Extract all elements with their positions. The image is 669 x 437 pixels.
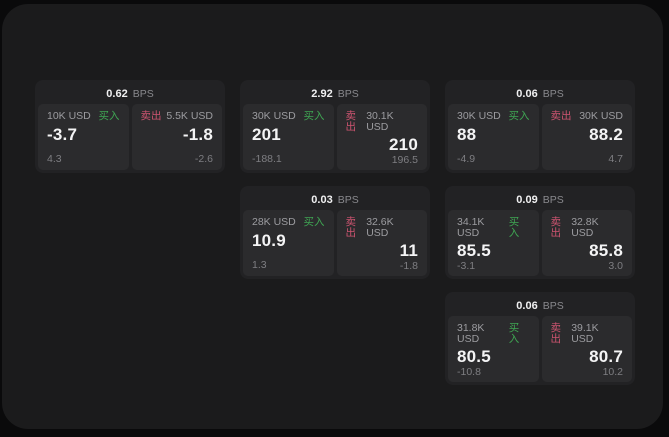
quote-grid: 0.62 BPS 10K USD 买入 -3.7 4.3 卖出 — [35, 80, 635, 385]
sell-delta: 3.0 — [608, 259, 623, 272]
bps-value: 0.09 — [516, 193, 538, 206]
sell-pane[interactable]: 卖出 30.1K USD 210 196.5 — [336, 104, 427, 170]
app-panel: 0.62 BPS 10K USD 买入 -3.7 4.3 卖出 — [2, 4, 663, 429]
buy-price: 201 — [252, 124, 281, 144]
card-body: 31.8K USD 买入 80.5 -10.8 卖出 39.1K USD 80.… — [448, 316, 632, 382]
sell-price: 85.8 — [589, 241, 623, 260]
buy-pane[interactable]: 30K USD 买入 88 -4.9 — [448, 104, 539, 170]
buy-pane[interactable]: 28K USD 买入 10.9 1.3 — [243, 210, 334, 276]
buy-label: 买入 — [303, 110, 325, 122]
buy-pane[interactable]: 34.1K USD 买入 85.5 -3.1 — [448, 210, 539, 276]
sell-label: 卖出 — [140, 110, 162, 122]
sell-pane[interactable]: 卖出 32.8K USD 85.8 3.0 — [541, 210, 632, 276]
card-header: 2.92 BPS — [243, 83, 427, 104]
sell-amount: 30.1K USD — [366, 110, 394, 133]
buy-label: 买入 — [303, 216, 325, 228]
buy-label: 买入 — [508, 322, 520, 345]
buy-label: 买入 — [98, 110, 120, 122]
buy-price: 88 — [457, 124, 477, 144]
buy-price: -3.7 — [47, 124, 78, 144]
sell-delta: 196.5 — [391, 153, 418, 166]
buy-amount: 30K USD — [252, 110, 296, 122]
card-header: 0.09 BPS — [448, 189, 632, 210]
sell-price: 88.2 — [589, 124, 623, 144]
buy-delta: -3.1 — [457, 259, 476, 272]
card-body: 34.1K USD 买入 85.5 -3.1 卖出 32.8K USD 85.8… — [448, 210, 632, 276]
bps-unit: BPS — [542, 87, 564, 100]
sell-price: 210 — [389, 135, 418, 154]
buy-label: 买入 — [508, 110, 530, 122]
buy-amount: 30K USD — [457, 110, 501, 122]
card-header: 0.62 BPS — [38, 83, 222, 104]
sell-delta: -1.8 — [399, 259, 418, 272]
bps-value: 2.92 — [311, 87, 333, 100]
quote-card: 0.06 BPS 31.8K USD 买入 80.5 -10.8 卖 — [445, 292, 635, 385]
sell-label: 卖出 — [345, 216, 357, 239]
buy-amount: 31.8K USD — [457, 322, 485, 345]
sell-amount: 32.8K USD — [571, 216, 599, 239]
bps-value: 0.06 — [516, 87, 538, 100]
buy-pane[interactable]: 31.8K USD 买入 80.5 -10.8 — [448, 316, 539, 382]
sell-price: 11 — [399, 241, 418, 260]
buy-delta: -10.8 — [457, 365, 481, 378]
card-header: 0.06 BPS — [448, 83, 632, 104]
sell-pane[interactable]: 卖出 39.1K USD 80.7 10.2 — [541, 316, 632, 382]
buy-delta: -188.1 — [252, 152, 282, 165]
bps-unit: BPS — [337, 193, 359, 206]
sell-amount: 5.5K USD — [166, 110, 213, 122]
bps-unit: BPS — [542, 299, 564, 312]
bps-value: 0.03 — [311, 193, 333, 206]
sell-delta: -2.6 — [194, 152, 213, 165]
sell-label: 卖出 — [345, 110, 357, 133]
sell-label: 卖出 — [550, 322, 562, 345]
quote-card: 0.09 BPS 34.1K USD 买入 85.5 -3.1 卖出 — [445, 186, 635, 279]
buy-amount: 34.1K USD — [457, 216, 485, 239]
sell-label: 卖出 — [550, 110, 572, 122]
sell-delta: 4.7 — [608, 152, 623, 165]
buy-label: 买入 — [508, 216, 520, 239]
buy-delta: -4.9 — [457, 152, 476, 165]
buy-pane[interactable]: 30K USD 买入 201 -188.1 — [243, 104, 334, 170]
card-body: 28K USD 买入 10.9 1.3 卖出 32.6K USD 11 -1.8 — [243, 210, 427, 276]
card-header: 0.06 BPS — [448, 295, 632, 316]
buy-pane[interactable]: 10K USD 买入 -3.7 4.3 — [38, 104, 129, 170]
quote-card: 0.62 BPS 10K USD 买入 -3.7 4.3 卖出 — [35, 80, 225, 173]
sell-pane[interactable]: 卖出 5.5K USD -1.8 -2.6 — [131, 104, 222, 170]
buy-delta: 4.3 — [47, 152, 62, 165]
card-body: 10K USD 买入 -3.7 4.3 卖出 5.5K USD -1.8 -2.… — [38, 104, 222, 170]
bps-unit: BPS — [542, 193, 564, 206]
buy-price: 85.5 — [457, 241, 491, 260]
bps-unit: BPS — [132, 87, 154, 100]
sell-pane[interactable]: 卖出 30K USD 88.2 4.7 — [541, 104, 632, 170]
buy-amount: 10K USD — [47, 110, 91, 122]
quote-card: 0.06 BPS 30K USD 买入 88 -4.9 卖出 — [445, 80, 635, 173]
buy-price: 80.5 — [457, 347, 491, 366]
buy-price: 10.9 — [252, 230, 286, 250]
bps-value: 0.06 — [516, 299, 538, 312]
sell-amount: 39.1K USD — [571, 322, 599, 345]
quote-card: 2.92 BPS 30K USD 买入 201 -188.1 卖出 — [240, 80, 430, 173]
sell-label: 卖出 — [550, 216, 562, 239]
sell-amount: 32.6K USD — [366, 216, 394, 239]
sell-amount: 30K USD — [579, 110, 623, 122]
sell-pane[interactable]: 卖出 32.6K USD 11 -1.8 — [336, 210, 427, 276]
buy-delta: 1.3 — [252, 258, 267, 271]
bps-value: 0.62 — [106, 87, 128, 100]
sell-price: -1.8 — [182, 124, 213, 144]
card-header: 0.03 BPS — [243, 189, 427, 210]
sell-delta: 10.2 — [602, 365, 623, 378]
card-body: 30K USD 买入 201 -188.1 卖出 30.1K USD 210 1… — [243, 104, 427, 170]
card-body: 30K USD 买入 88 -4.9 卖出 30K USD 88.2 4.7 — [448, 104, 632, 170]
sell-price: 80.7 — [589, 347, 623, 366]
quote-card: 0.03 BPS 28K USD 买入 10.9 1.3 卖出 — [240, 186, 430, 279]
buy-amount: 28K USD — [252, 216, 296, 228]
bps-unit: BPS — [337, 87, 359, 100]
